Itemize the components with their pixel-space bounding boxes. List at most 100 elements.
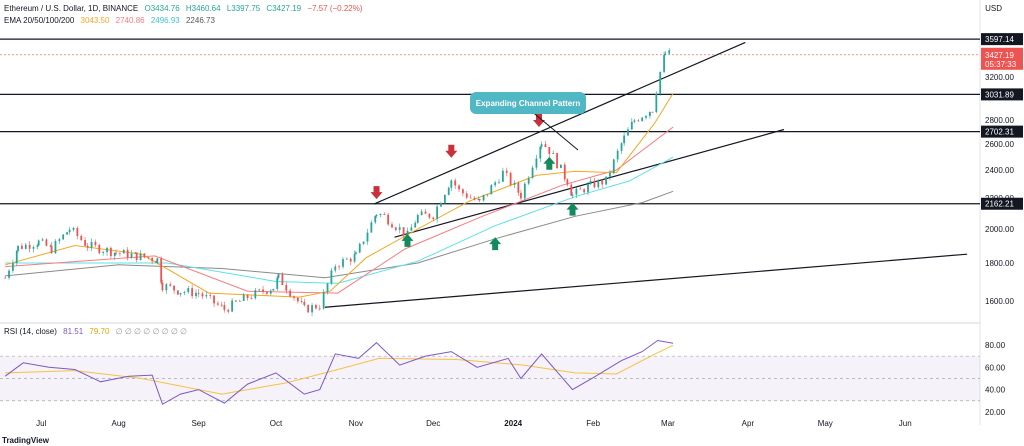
candle-body: [238, 300, 241, 302]
candle-body: [135, 252, 138, 261]
candle-body: [505, 170, 508, 173]
trendline: [373, 41, 746, 205]
candle-body: [318, 308, 321, 310]
time-tick-label: Mar: [661, 419, 675, 428]
change-value: −7.57 (−0.22%): [307, 4, 363, 13]
candle-body: [250, 298, 253, 299]
candle-body: [187, 288, 190, 293]
candle-body: [353, 254, 356, 262]
candle-body: [612, 159, 615, 173]
candle-body: [645, 115, 647, 118]
level-price-tag: [981, 33, 1023, 46]
candle-body: [659, 71, 662, 94]
low-value: L3397.75: [226, 4, 261, 13]
time-tick-label: 2024: [504, 419, 522, 428]
rsi-tick-label: 20.00: [985, 408, 1006, 417]
candle-body: [482, 194, 485, 201]
candle-body: [494, 182, 497, 186]
candle-body: [32, 247, 35, 249]
candle-body: [165, 284, 168, 291]
candle-body: [113, 252, 116, 257]
candle-body: [587, 184, 589, 193]
candle-body: [539, 146, 542, 159]
candle-body: [540, 144, 543, 147]
candle-body: [201, 293, 204, 297]
candle-body: [227, 309, 230, 312]
time-tick-label: Jul: [36, 419, 46, 428]
candle-body: [623, 135, 626, 144]
candle-body: [84, 240, 87, 246]
candle-body: [330, 270, 333, 284]
symbol-title[interactable]: Ethereum / U.S. Dollar, 1D, BINANCE: [4, 4, 139, 13]
candle-body: [616, 150, 619, 160]
candle-body: [36, 245, 39, 248]
callout-text: Expanding Channel Pattern: [476, 99, 581, 108]
candle-body: [648, 111, 651, 116]
ema100-value: 2496.93: [150, 16, 180, 25]
candle-body: [342, 259, 344, 267]
price-tick-label: 3200.00: [985, 73, 1014, 82]
close-value: C3427.19: [266, 4, 302, 13]
rsi-header[interactable]: RSI (14, close) 81.51 79.70 ∅ ∅ ∅ ∅ ∅ ∅ …: [4, 327, 191, 336]
candle-body: [398, 227, 401, 230]
candle-body: [354, 252, 357, 255]
candle-body: [420, 211, 423, 216]
candle-body: [383, 214, 386, 215]
candle-body: [134, 252, 137, 254]
price-tick-label: 1600.00: [985, 297, 1014, 306]
level-price-tag: [981, 197, 1023, 210]
time-tick-label: Apr: [742, 419, 755, 428]
candle-body: [50, 245, 53, 254]
candle-body: [374, 216, 377, 223]
candle-body: [432, 217, 435, 220]
candle-body: [119, 252, 121, 254]
candle-body: [358, 243, 361, 253]
candle-body: [269, 290, 272, 294]
tradingview-logo: TradingView: [2, 436, 49, 445]
candle-body: [246, 294, 249, 299]
candle-body: [155, 261, 157, 263]
price-tick-label: 2000.00: [985, 225, 1014, 234]
ema-label: EMA 20/50/100/200: [4, 16, 75, 25]
pattern-callout[interactable]: Expanding Channel Pattern: [470, 92, 586, 151]
candle-body: [370, 222, 373, 233]
candle-body: [160, 258, 163, 283]
candle-body: [276, 277, 279, 289]
ema200-line: [5, 190, 674, 279]
candle-body: [231, 300, 234, 312]
candle-body: [62, 234, 65, 240]
candle-body: [469, 197, 472, 199]
ema-header[interactable]: EMA 20/50/100/200 3043.50 2740.86 2496.9…: [4, 16, 219, 25]
candle-body: [254, 290, 257, 299]
candle-body: [424, 211, 427, 214]
candle-body: [379, 214, 382, 216]
level-price-tag: [981, 125, 1023, 138]
candle-body: [633, 120, 636, 122]
candle-body: [375, 215, 378, 217]
candle-body: [486, 194, 489, 196]
trendline: [394, 128, 785, 238]
ema200-value: 2246.73: [185, 16, 215, 25]
candle-body: [531, 167, 534, 178]
candle-body: [28, 244, 31, 249]
candle-body: [106, 247, 108, 253]
rsi-line: [4, 339, 674, 405]
candle-body: [242, 294, 245, 301]
candle-body: [520, 192, 522, 199]
candle-body: [4, 277, 7, 279]
currency-label[interactable]: USD: [985, 4, 1002, 13]
candle-body: [668, 50, 671, 54]
candle-body: [579, 188, 582, 190]
candle-body: [90, 241, 93, 248]
candle-body: [338, 266, 341, 268]
candle-body: [349, 258, 352, 262]
time-tick-label: Aug: [112, 419, 126, 428]
candle-body: [300, 301, 303, 303]
candle-body: [183, 292, 186, 294]
candle-body: [15, 250, 18, 263]
candle-body: [293, 296, 295, 298]
candle-body: [570, 184, 573, 196]
candle-body: [447, 187, 450, 195]
candle-body: [311, 305, 313, 313]
